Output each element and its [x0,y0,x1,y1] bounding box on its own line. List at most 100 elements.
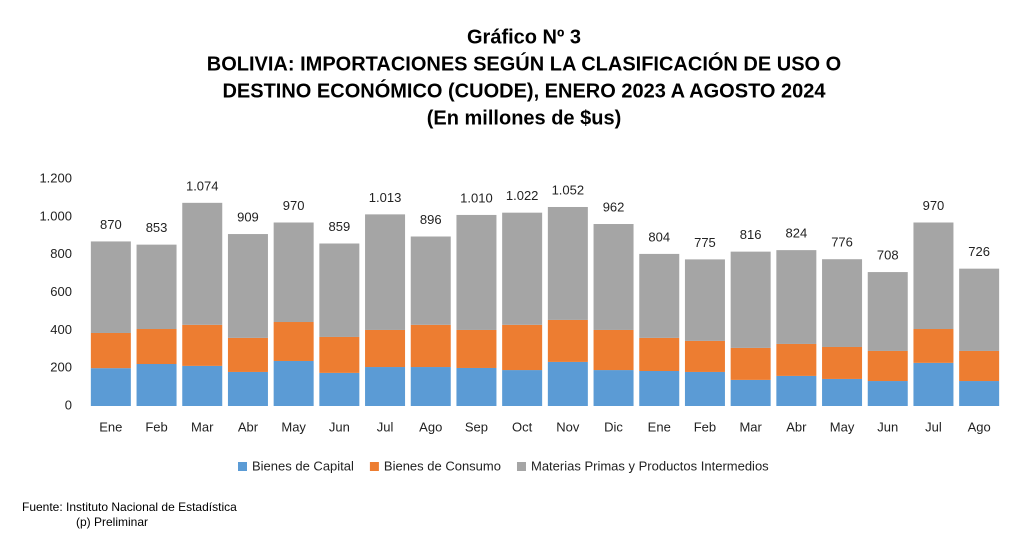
y-tick-label: 800 [50,246,72,261]
bar-segment [319,243,360,337]
bar-segment [90,241,131,333]
chart-title: BOLIVIA: IMPORTACIONES SEGÚN LA CLASIFIC… [207,51,841,75]
x-tick-label: May [281,419,306,434]
total-label: 776 [831,235,853,250]
bar-segment [776,375,817,406]
chart-title: DESTINO ECONÓMICO (CUODE), ENERO 2023 A … [222,78,826,102]
source: Fuente: Instituto Nacional de Estadístic… [22,500,237,514]
bar-segment [410,236,451,325]
x-tick-label: Ene [99,419,122,434]
y-tick-label: 200 [50,360,72,375]
bar-segment [822,378,863,406]
bar-segment [136,244,177,330]
bar-segment [136,329,177,365]
bar-segment [730,251,771,348]
bar-segment [547,361,588,406]
y-tick-label: 0 [65,397,72,412]
bar-segment [639,253,680,338]
legend-swatch [238,462,247,471]
total-label: 870 [100,217,122,232]
total-label: 816 [740,227,762,242]
bar-segment [867,272,908,351]
total-label: 853 [146,220,168,235]
x-tick-label: May [830,419,855,434]
bar-segment [822,259,863,347]
x-tick-label: Jun [329,419,350,434]
bar-segment [410,324,451,368]
bar-segment [456,329,497,368]
total-label: 708 [877,248,899,263]
bar-segment [730,347,771,380]
bar-segment [319,372,360,406]
y-tick-label: 400 [50,322,72,337]
total-label: 726 [968,244,990,259]
bar-segment [547,319,588,362]
bar-segment [776,250,817,344]
bar-segment [776,343,817,376]
bar-segment [959,381,1000,406]
total-label: 1.074 [186,178,219,193]
bar-segment [502,324,543,371]
x-tick-label: Sep [465,419,488,434]
x-tick-label: Mar [191,419,214,434]
total-label: 896 [420,212,442,227]
bar-segment [182,365,223,406]
x-tick-label: Abr [238,419,259,434]
total-label: 1.052 [552,182,585,197]
legend-swatch [369,462,379,471]
legend-label: Materias Primas y Productos Intermedios [531,458,769,473]
total-label: 909 [237,209,259,224]
bar-segment [410,367,451,406]
bar-segment [684,371,725,406]
bar-segment [365,214,406,330]
bar-segment [182,324,223,366]
x-tick-label: Ago [968,419,991,434]
bar-segment [959,268,1000,351]
chart-subtitle: (En millones de $us) [427,107,621,129]
bar-segment [182,202,223,325]
bar-segment [639,371,680,406]
bar-segment [684,259,725,341]
total-label: 962 [603,199,625,214]
x-tick-label: Jun [877,419,898,434]
bar-segment [684,340,725,372]
x-tick-label: Jul [925,419,942,434]
bar-segment [639,337,680,372]
total-label: 775 [694,235,716,250]
bar-segment [227,371,268,406]
legend-label: Bienes de Capital [252,458,354,473]
x-tick-label: Jul [377,419,394,434]
bar-segment [593,329,634,371]
total-label: 1.013 [369,190,402,205]
bar-segment [90,332,131,369]
bar-segment [547,206,588,320]
bar-segment [822,346,863,379]
y-tick-label: 600 [50,284,72,299]
total-label: 970 [283,198,305,213]
bar-segment [593,370,634,406]
legend-label: Bienes de Consumo [384,458,501,473]
bar-segment [90,368,131,406]
bar-segment [867,350,908,382]
bar-segment [136,364,177,406]
bar-segment [913,222,954,330]
bar-segment [273,222,314,323]
bar-segment [913,362,954,406]
chart-title: Gráfico Nº 3 [467,26,581,48]
total-label: 1.022 [506,188,539,203]
total-label: 804 [648,229,670,244]
bar-segment [593,224,634,330]
legend-swatch [516,462,526,471]
bar-segment [867,381,908,406]
x-tick-label: Feb [694,419,716,434]
total-label: 824 [785,226,807,241]
x-tick-label: Mar [739,419,762,434]
bar-segment [913,329,954,363]
bar-segment [959,350,1000,382]
y-tick-label: 1.200 [39,170,72,185]
x-tick-label: Dic [604,419,623,434]
bar-segment [730,379,771,406]
bar-segment [502,212,543,325]
x-tick-label: Ene [648,419,671,434]
